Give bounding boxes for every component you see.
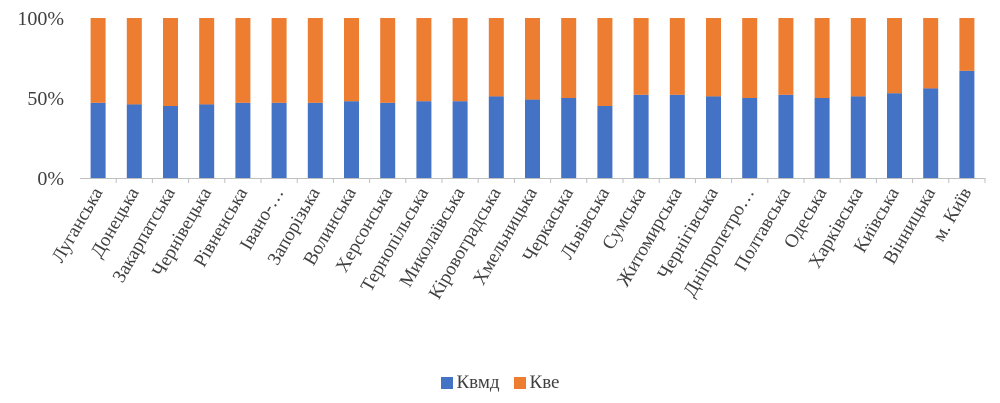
bar-segment-kve — [126, 18, 142, 105]
legend-swatch-kvmd — [440, 377, 453, 389]
bar-segment-kve — [597, 18, 613, 106]
bar-segment-kvmd — [307, 102, 323, 178]
bar-segment-kvmd — [561, 98, 577, 178]
bar-segment-kvmd — [488, 96, 504, 178]
bar-segment-kvmd — [959, 70, 975, 178]
legend: Квмд Кве — [0, 372, 1000, 394]
bar-segment-kve — [814, 18, 830, 98]
bar-segment-kve — [344, 18, 359, 102]
bar-segment-kvmd — [380, 102, 396, 178]
bar-segment-kvmd — [163, 106, 178, 178]
bar-segment-kve — [235, 18, 251, 103]
bar-segment-kvmd — [778, 94, 794, 178]
bar-segment-kve — [163, 18, 178, 106]
bar-segment-kvmd — [344, 101, 359, 178]
bar-segment-kve — [850, 18, 866, 97]
bar-segment-kve — [706, 18, 721, 97]
bar-segment-kve — [199, 18, 215, 105]
bar-segment-kve — [923, 18, 939, 89]
bar-segment-kvmd — [706, 96, 721, 178]
bar-segment-kve — [380, 18, 396, 103]
bar-segment-kvmd — [850, 96, 866, 178]
bar-segment-kve — [488, 18, 504, 97]
bar-segment-kve — [525, 18, 540, 100]
bar-segment-kve — [959, 18, 975, 71]
y-tick-label: 50% — [27, 88, 64, 110]
bar-segment-kvmd — [669, 94, 685, 178]
bar-segment-kve — [887, 18, 902, 94]
y-tick-label: 0% — [37, 168, 64, 190]
bar-segment-kvmd — [126, 104, 142, 178]
legend-swatch-kve — [513, 377, 526, 389]
legend-item-kvmd: Квмд — [440, 372, 500, 394]
legend-label-kvmd: Квмд — [456, 372, 500, 393]
bar-segment-kvmd — [887, 93, 902, 178]
y-tick-label: 100% — [17, 8, 64, 30]
bar-segment-kvmd — [199, 104, 215, 178]
bar-segment-kvmd — [525, 99, 540, 178]
stacked-percent-bar-chart: 0%50%100% ЛуганськаДонецькаЗакарпатськаЧ… — [17, 8, 986, 303]
bar-segment-kvmd — [416, 101, 432, 178]
legend-label-kve: Кве — [529, 372, 560, 393]
bar-segment-kvmd — [742, 98, 758, 178]
bar-segment-kve — [307, 18, 323, 103]
bar-segment-kvmd — [452, 101, 468, 178]
bar-segment-kvmd — [633, 94, 649, 178]
bar-segment-kve — [633, 18, 649, 95]
bar-segment-kvmd — [271, 102, 287, 178]
bar-segment-kve — [742, 18, 758, 98]
bar-segment-kve — [778, 18, 794, 95]
bar-segment-kvmd — [923, 88, 939, 178]
bar-segment-kve — [416, 18, 432, 102]
bar-segment-kve — [561, 18, 577, 98]
bar-segment-kve — [669, 18, 685, 95]
bar-segment-kve — [271, 18, 287, 103]
bar-segment-kve — [452, 18, 468, 102]
bar-segment-kvmd — [235, 102, 251, 178]
bar-segment-kvmd — [597, 106, 613, 178]
legend-item-kve: Кве — [513, 372, 560, 394]
bar-segment-kvmd — [90, 102, 106, 178]
bar-segment-kvmd — [814, 98, 830, 178]
bar-segment-kve — [90, 18, 106, 103]
